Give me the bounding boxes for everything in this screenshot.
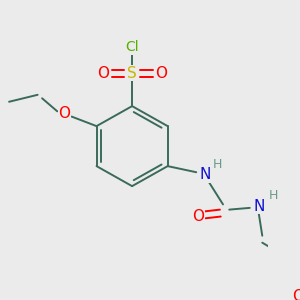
Text: N: N: [200, 167, 211, 182]
Text: S: S: [127, 66, 137, 81]
Text: Cl: Cl: [125, 40, 139, 54]
Text: O: O: [292, 289, 300, 300]
Text: H: H: [213, 158, 222, 171]
Text: O: O: [58, 106, 70, 122]
Text: O: O: [155, 66, 167, 81]
Text: O: O: [192, 209, 204, 224]
Text: H: H: [268, 189, 278, 202]
Text: N: N: [253, 199, 264, 214]
Text: O: O: [98, 66, 110, 81]
